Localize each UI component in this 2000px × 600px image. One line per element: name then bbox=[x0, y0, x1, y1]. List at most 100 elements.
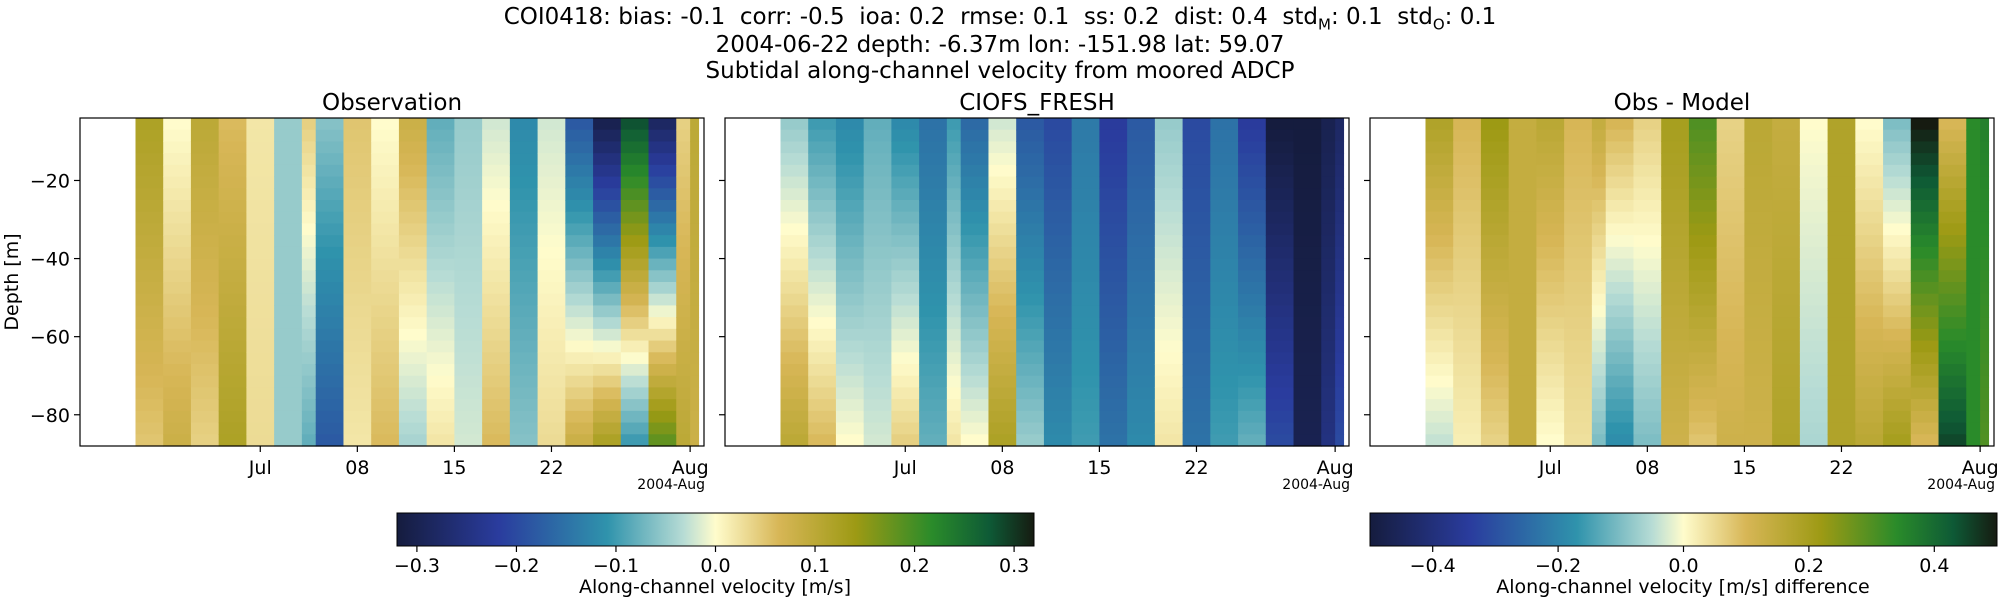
heatmap-cell bbox=[509, 387, 539, 400]
heatmap-cell bbox=[620, 410, 650, 424]
heatmap-cell bbox=[1772, 352, 1801, 365]
heatmap-cell bbox=[426, 188, 455, 201]
heatmap-cell bbox=[648, 258, 677, 271]
heatmap-cell bbox=[676, 399, 691, 412]
heatmap-cell bbox=[593, 422, 622, 435]
heatmap-cell bbox=[301, 223, 317, 236]
heatmap-cell bbox=[315, 188, 345, 201]
heatmap-cell bbox=[1564, 118, 1593, 131]
heatmap-cell bbox=[565, 118, 594, 131]
heatmap-cell bbox=[863, 246, 892, 260]
heatmap-cell bbox=[1321, 282, 1336, 295]
heatmap-cell bbox=[398, 223, 428, 236]
heatmap-cell bbox=[1321, 176, 1336, 189]
heatmap-cell bbox=[163, 352, 192, 365]
heatmap-cell bbox=[135, 235, 164, 248]
heatmap-cell bbox=[454, 246, 483, 260]
heatmap-cell bbox=[246, 129, 275, 143]
heatmap-cell bbox=[371, 153, 400, 166]
heatmap-cell bbox=[1910, 399, 1940, 412]
heatmap-cell bbox=[1154, 328, 1184, 342]
colorbar-difference-label: Along-channel velocity [m/s] difference bbox=[1496, 576, 1869, 598]
heatmap-cell bbox=[454, 200, 483, 213]
heatmap-cell bbox=[676, 305, 691, 318]
heatmap-cell bbox=[593, 293, 622, 307]
heatmap-cell bbox=[537, 434, 566, 447]
heatmap-cell bbox=[676, 410, 691, 424]
heatmap-cell bbox=[1688, 399, 1718, 412]
heatmap-cell bbox=[1265, 340, 1295, 353]
colorbar-velocity-label: Along-channel velocity [m/s] bbox=[579, 576, 851, 598]
heatmap-cell bbox=[398, 188, 428, 201]
heatmap-cell bbox=[690, 434, 700, 447]
colorbar-tick-label: −0.1 bbox=[593, 555, 639, 577]
heatmap-cell bbox=[1099, 293, 1128, 307]
heatmap-cell bbox=[1591, 340, 1607, 353]
heatmap-cell bbox=[1744, 176, 1773, 189]
heatmap-cell bbox=[343, 258, 372, 271]
heatmap-cell bbox=[960, 317, 990, 330]
heatmap-cell bbox=[1799, 258, 1829, 271]
heatmap-cell bbox=[1453, 223, 1482, 236]
heatmap-cell bbox=[565, 246, 594, 260]
heatmap-cell bbox=[988, 375, 1017, 389]
heatmap-cell bbox=[1210, 188, 1239, 201]
heatmap-cell bbox=[1661, 211, 1690, 225]
heatmap-cell bbox=[1744, 293, 1773, 307]
heatmap-cell bbox=[454, 375, 483, 389]
heatmap-cell bbox=[1688, 328, 1718, 342]
colorbar-tick-label: 0.2 bbox=[899, 555, 929, 577]
heatmap-cell bbox=[1099, 434, 1128, 447]
heatmap-cell bbox=[509, 258, 539, 271]
heatmap-cell bbox=[190, 235, 220, 248]
heatmap-cell bbox=[218, 364, 247, 377]
heatmap-cell bbox=[919, 200, 948, 213]
heatmap-cell bbox=[1605, 258, 1635, 271]
heatmap-cell bbox=[1335, 375, 1345, 389]
heatmap-cell bbox=[1453, 118, 1482, 131]
heatmap-cell bbox=[135, 422, 164, 435]
heatmap-cell bbox=[919, 246, 948, 260]
heatmap-cell bbox=[565, 164, 594, 178]
heatmap-cell bbox=[946, 305, 962, 318]
heatmap-cell bbox=[1453, 305, 1482, 318]
heatmap-cell bbox=[1910, 211, 1940, 225]
heatmap-cell bbox=[190, 176, 220, 189]
heatmap-cell bbox=[1480, 223, 1510, 236]
heatmap-cell bbox=[190, 211, 220, 225]
heatmap-cell bbox=[1980, 282, 1990, 295]
heatmap-cell bbox=[1293, 223, 1322, 236]
heatmap-cell bbox=[1127, 352, 1156, 365]
heatmap-cell bbox=[1071, 387, 1100, 400]
heatmap-cell bbox=[1321, 340, 1336, 353]
heatmap-cell bbox=[1238, 153, 1267, 166]
heatmap-cell bbox=[537, 153, 566, 166]
heatmap-cell bbox=[218, 340, 247, 353]
heatmap-cell bbox=[1335, 270, 1345, 283]
heatmap-cell bbox=[1883, 270, 1912, 283]
heatmap-cell bbox=[863, 364, 892, 377]
heatmap-cell bbox=[1321, 352, 1336, 365]
heatmap-cell bbox=[246, 328, 275, 342]
heatmap-cell bbox=[482, 434, 511, 447]
heatmap-cell bbox=[509, 164, 539, 178]
heatmap-cell bbox=[565, 141, 594, 154]
heatmap-cell bbox=[919, 375, 948, 389]
heatmap-cell bbox=[1265, 422, 1295, 435]
heatmap-cell bbox=[808, 364, 837, 377]
heatmap-cell bbox=[1127, 235, 1156, 248]
heatmap-cell bbox=[863, 164, 892, 178]
heatmap-cell bbox=[1071, 293, 1100, 307]
heatmap-cell bbox=[190, 317, 220, 330]
heatmap-cell bbox=[398, 246, 428, 260]
heatmap-cell bbox=[1210, 422, 1239, 435]
heatmap-cell bbox=[274, 305, 303, 318]
heatmap-cell bbox=[343, 375, 372, 389]
heatmap-cell bbox=[1605, 176, 1635, 189]
heatmap-cell bbox=[891, 375, 920, 389]
heatmap-cell bbox=[1071, 282, 1100, 295]
heatmap-cell bbox=[1016, 153, 1045, 166]
heatmap-cell bbox=[1883, 246, 1912, 260]
heatmap-cell bbox=[1827, 188, 1856, 201]
heatmap-cell bbox=[1210, 211, 1239, 225]
